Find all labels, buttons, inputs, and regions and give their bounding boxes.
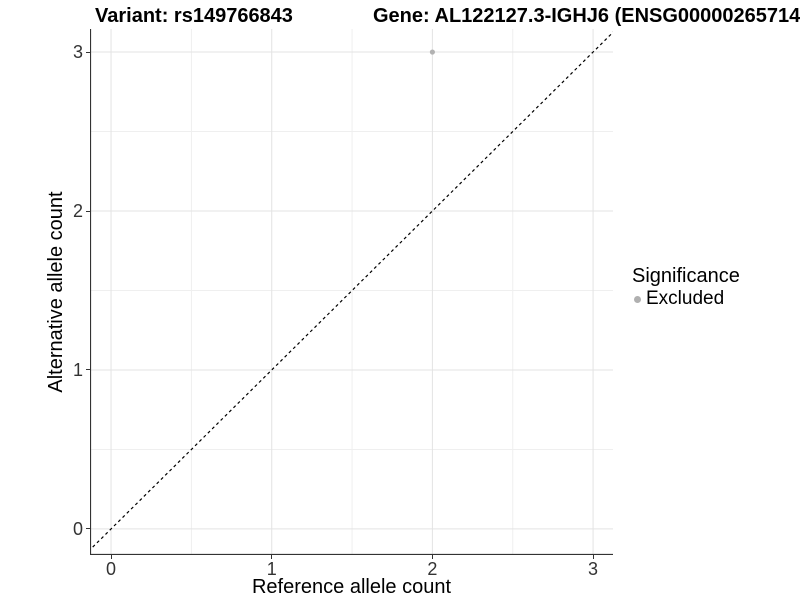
plot-panel — [90, 29, 613, 555]
y-tick-label: 0 — [72, 518, 83, 539]
legend-title: Significance — [632, 265, 740, 287]
y-tick-mark — [86, 528, 90, 530]
x-tick-label: 0 — [106, 559, 117, 579]
x-tick-mark — [592, 555, 594, 559]
legend-item-label: Excluded — [646, 288, 725, 309]
x-tick-mark — [271, 555, 273, 559]
y-tick-label: 1 — [72, 359, 83, 380]
identity-line — [90, 31, 613, 551]
plot-svg — [90, 29, 613, 555]
y-axis-title: Alternative allele count — [45, 191, 67, 393]
legend: Significance Excluded — [632, 264, 740, 310]
variant-title: Variant: rs149766843 — [95, 5, 293, 27]
x-tick-mark — [110, 555, 112, 559]
gene-title: Gene: AL122127.3-IGHJ6 (ENSG00000265714 — [373, 5, 800, 27]
data-point — [429, 49, 436, 55]
y-tick-label: 3 — [72, 42, 83, 63]
y-tick-mark — [86, 210, 90, 212]
x-tick-mark — [431, 555, 433, 559]
y-tick-mark — [86, 369, 90, 371]
x-tick-label: 3 — [588, 559, 599, 579]
legend-items: Excluded — [632, 288, 740, 310]
legend-item: Excluded — [632, 288, 740, 310]
x-tick-label: 2 — [427, 559, 438, 579]
y-tick-label: 2 — [72, 201, 83, 221]
legend-point-icon — [634, 295, 641, 303]
y-tick-mark — [86, 51, 90, 53]
x-tick-label: 1 — [266, 559, 277, 579]
x-axis-title: Reference allele count — [251, 576, 451, 598]
